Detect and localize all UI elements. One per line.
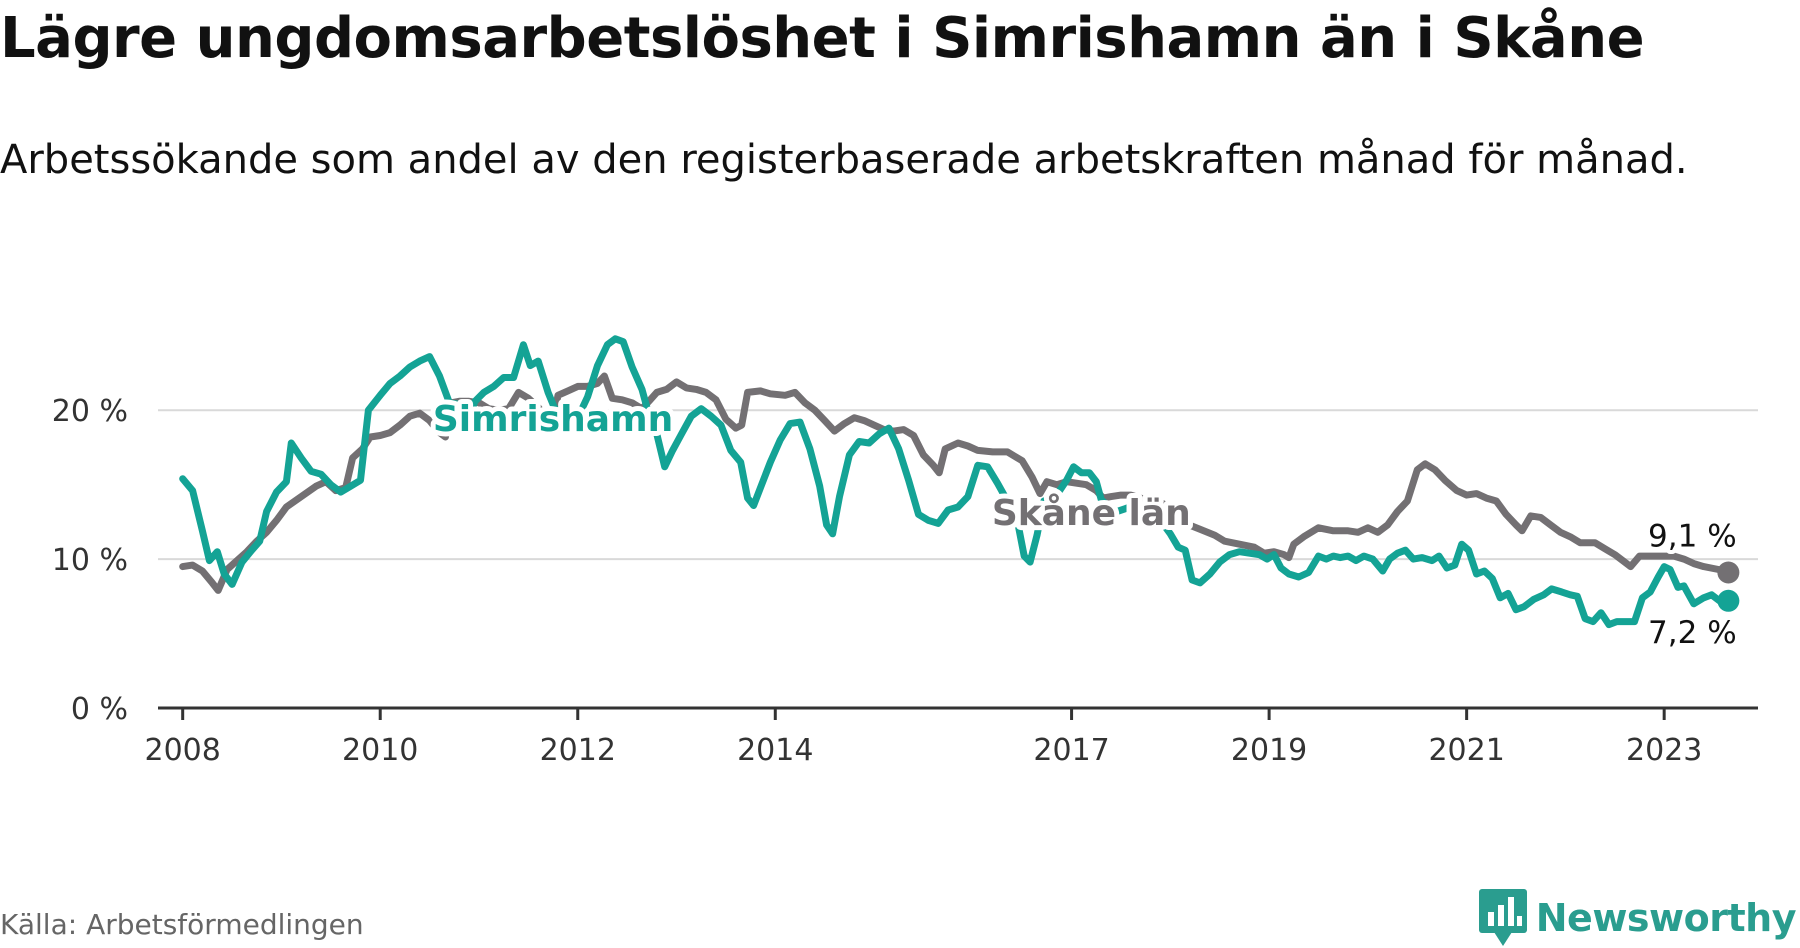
series-label-skane: Skåne län [992,493,1191,534]
x-tick-label: 2008 [145,733,221,768]
x-tick-label: 2023 [1626,733,1702,768]
y-tick-label: 0 % [71,692,128,727]
x-tick-label: 2010 [342,733,418,768]
x-tick-label: 2014 [737,733,813,768]
chart-subtitle: Arbetssökande som andel av den registerb… [0,137,1688,183]
end-point-skane [1717,561,1740,584]
x-tick-label: 2021 [1428,733,1504,768]
source-note: Källa: Arbetsförmedlingen [0,908,364,941]
x-tick-label: 2012 [540,733,616,768]
series-line-simrishamn [179,335,1732,629]
chart-title: Lägre ungdomsarbetslöshet i Simrishamn ä… [0,6,1645,71]
series-line-skane [179,372,1732,594]
bar-chart-icon [1478,889,1527,946]
series-lines [179,335,1740,629]
y-tick-label: 20 % [52,394,128,429]
x-tick-label: 2017 [1033,733,1109,768]
x-tick-label: 2019 [1231,733,1307,768]
gridlines [158,409,1758,561]
series-label-simrishamn: Simrishamn [433,399,673,440]
brand-logo: Newsworthy [1478,888,1797,948]
axes: 0 % 10 % 20 % 2008 2010 2012 2014 2017 2019 2021 2… [52,394,1758,768]
end-point-simrishamn [1717,589,1740,612]
series-labels: Skåne län 9,1 % Simrishamn 7,2 % [428,394,1741,655]
end-value-label-simrishamn: 7,2 % [1648,615,1737,651]
end-value-label-skane: 9,1 % [1648,519,1737,555]
y-tick-label: 10 % [52,543,128,578]
brand-name: Newsworthy [1535,896,1797,940]
